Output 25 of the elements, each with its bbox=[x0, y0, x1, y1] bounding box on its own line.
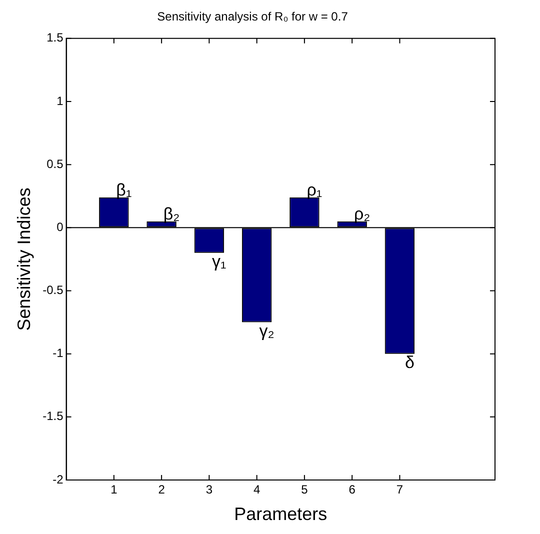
annotation: γ₁ bbox=[212, 252, 227, 272]
x-tick-label: 5 bbox=[301, 482, 308, 497]
chart-title: Sensitivity analysis of R₀ for w = 0.7 bbox=[157, 10, 348, 24]
x-tick-label: 3 bbox=[206, 482, 213, 497]
y-tick-label: -2 bbox=[52, 472, 64, 486]
y-tick-label: -0.5 bbox=[42, 283, 64, 298]
y-tick-label: 0 bbox=[56, 220, 64, 234]
x-tick-label: 4 bbox=[253, 482, 260, 497]
annotation: β₂ bbox=[163, 204, 180, 224]
annotation: β₁ bbox=[116, 180, 132, 200]
annotation: δ bbox=[404, 353, 414, 372]
annotation: ρ₁ bbox=[306, 180, 322, 200]
x-axis-title: Parameters bbox=[234, 504, 328, 524]
y-tick-label: 1 bbox=[56, 94, 64, 108]
annotation: γ₂ bbox=[259, 321, 274, 340]
y-tick-label: -1.5 bbox=[42, 409, 64, 424]
y-axis-title: Sensitivity Indices bbox=[14, 188, 34, 331]
x-tick-label: 6 bbox=[348, 482, 356, 497]
y-tick-label: 1.5 bbox=[46, 30, 64, 45]
y-tick-label: 0.5 bbox=[46, 156, 64, 171]
y-tick-label: -1 bbox=[52, 346, 64, 360]
x-tick-label: 1 bbox=[110, 482, 118, 497]
x-tick-label: 2 bbox=[158, 482, 166, 497]
annotation: ρ₂ bbox=[354, 204, 370, 224]
x-tick-label: 7 bbox=[396, 482, 404, 497]
